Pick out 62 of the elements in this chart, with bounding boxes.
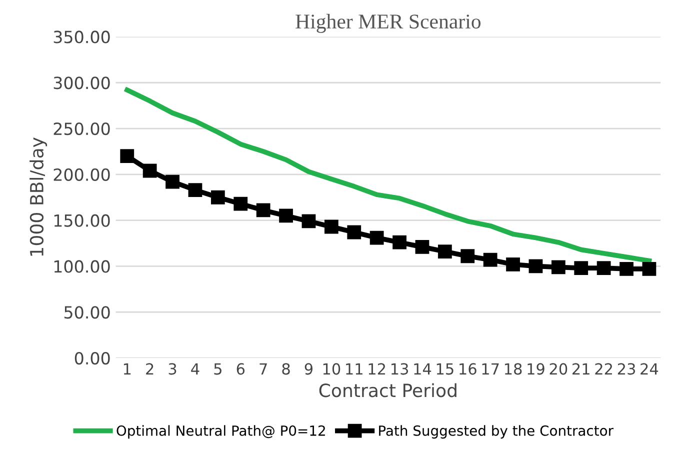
point: [120, 149, 134, 164]
point: [506, 257, 520, 272]
y-tick-label: 50.00: [64, 306, 110, 319]
point: [438, 244, 452, 258]
x-tick-label: 9: [304, 363, 313, 375]
x-tick-label: 13: [391, 363, 408, 375]
point: [234, 196, 248, 211]
point: [528, 259, 543, 274]
x-tick-label: 10: [323, 363, 340, 375]
point: [347, 225, 362, 240]
chart-title: Higher MER Scenario: [296, 14, 481, 33]
point: [551, 260, 566, 274]
point: [188, 183, 202, 197]
point: [642, 262, 656, 276]
y-axis-title: 1000 BBl/day: [30, 138, 48, 256]
x-tick-label: 14: [414, 363, 432, 374]
x-tick-label: 24: [640, 363, 658, 374]
x-tick-label: 1: [124, 363, 131, 374]
point: [392, 235, 406, 250]
y-tick-label: 0.00: [74, 352, 110, 365]
x-tick-label: 22: [595, 363, 612, 374]
y-tick-label: 250.00: [54, 122, 110, 136]
x-tick-label: 17: [482, 363, 499, 374]
point: [415, 240, 430, 254]
y-tick-label: 200.00: [54, 168, 110, 181]
point: [302, 214, 316, 228]
x-tick-label: 2: [146, 363, 154, 374]
point: [483, 252, 498, 267]
point: [256, 203, 270, 218]
x-tick-label: 3: [168, 363, 176, 375]
x-tick-label: 6: [236, 363, 245, 375]
x-tick-label: 4: [191, 363, 200, 374]
point: [142, 164, 157, 178]
point: [574, 261, 588, 275]
y-tick-label: 150.00: [54, 214, 110, 227]
y-tick-label: 100.00: [54, 260, 110, 273]
x-tick-label: 5: [214, 363, 222, 375]
point: [166, 174, 180, 189]
x-tick-label: 23: [618, 363, 636, 375]
y-tick-label: 300.00: [54, 76, 110, 90]
legend-label: Optimal Neutral Path@ P0=12: [116, 425, 325, 439]
x-tick-label: 12: [368, 363, 386, 374]
point: [279, 208, 293, 223]
line-series: [124, 88, 652, 264]
point: [324, 220, 338, 234]
point: [596, 261, 611, 275]
point: [460, 249, 475, 264]
x-tick-label: 16: [460, 363, 476, 375]
point: [370, 230, 384, 245]
x-tick-label: 21: [572, 363, 590, 374]
x-axis-title: Contract Period: [319, 383, 456, 398]
point: [620, 262, 634, 276]
y-tick-label: 350.00: [54, 30, 110, 44]
x-tick-label: 20: [550, 363, 568, 375]
point: [210, 190, 225, 204]
legend-label: Path Suggested by the Contractor: [379, 425, 614, 439]
x-tick-label: 19: [528, 363, 544, 375]
x-tick-label: 15: [436, 363, 454, 375]
x-tick-label: 7: [260, 363, 267, 374]
x-tick-label: 8: [282, 363, 290, 375]
x-tick-label: 11: [346, 363, 362, 374]
x-tick-label: 18: [504, 363, 522, 375]
